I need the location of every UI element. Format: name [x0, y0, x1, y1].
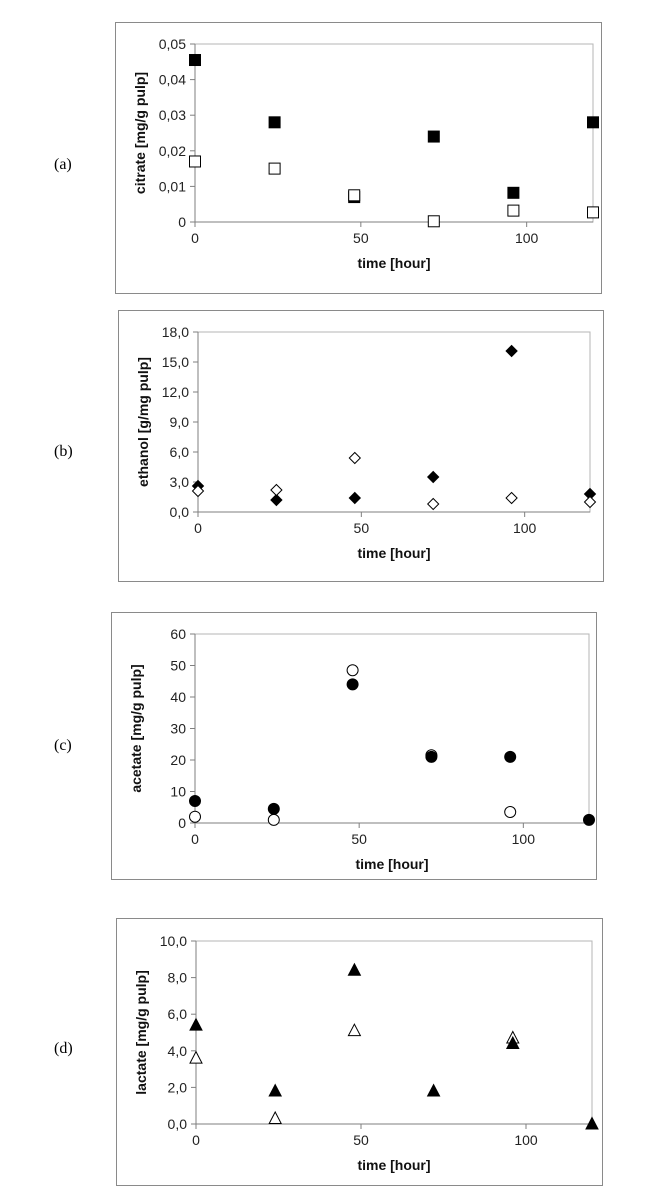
y-tick-label: 0,0 — [168, 1116, 188, 1132]
x-tick-label: 100 — [515, 230, 539, 246]
ethanol-point-s0-2 — [348, 491, 362, 505]
y-tick-label: 10 — [170, 784, 186, 800]
chart-ethanol: 0,0 3,0 6,0 9,0 12,0 15,0 18,0 0 50 100 time [hour… — [118, 310, 604, 582]
x-tick-label: 50 — [353, 1132, 369, 1148]
y-tick-label: 0,02 — [159, 143, 186, 159]
lactate-point-s0-2 — [347, 1023, 362, 1037]
acetate-point-s0-2 — [346, 664, 359, 677]
y-axis-title: citrate [mg/g pulp] — [132, 72, 148, 194]
y-tick-label: 8,0 — [168, 970, 188, 986]
x-axis-title: time [hour] — [357, 545, 430, 561]
y-tick-label: 6,0 — [170, 444, 190, 460]
ethanol-point-s1-3 — [426, 497, 440, 511]
ethanol-point-s0-4 — [505, 344, 518, 358]
y-tick-label: 0,03 — [159, 107, 186, 123]
chart-frame — [111, 612, 597, 880]
lactate-point-s1-3 — [426, 1083, 441, 1097]
y-tick-label: 10,0 — [160, 933, 187, 949]
x-tick-label: 50 — [354, 520, 370, 536]
y-tick-label: 15,0 — [162, 354, 189, 370]
panel-label-c: (c) — [54, 737, 72, 754]
lactate-point-s0-0 — [189, 1050, 203, 1064]
lactate-point-s1-5 — [585, 1116, 599, 1130]
citrate-point-s1-2 — [348, 189, 361, 202]
panel-label-b: (b) — [54, 443, 73, 460]
x-tick-label: 50 — [353, 230, 369, 246]
ethanol-point-s1-5 — [583, 495, 597, 509]
citrate-point-s1-0 — [189, 155, 201, 168]
chart-frame — [115, 22, 602, 294]
y-tick-label: 0 — [178, 214, 186, 230]
chart-frame — [118, 310, 604, 582]
citrate-point-s1-3 — [427, 215, 440, 228]
x-axis-title: time [hour] — [357, 255, 430, 271]
chart-citrate: 0 0,01 0,02 0,03 0,04 0,05 0 50 100 time [hour] ci… — [115, 22, 602, 294]
x-tick-label: 0 — [191, 230, 199, 246]
x-tick-label: 0 — [194, 520, 202, 536]
chart-acetate: 0 10 20 30 40 50 60 0 50 100 time [hour] acetate [m… — [111, 612, 597, 880]
chart-frame — [116, 918, 603, 1186]
y-tick-label: 2,0 — [168, 1079, 188, 1095]
ethanol-point-s1-1 — [270, 483, 283, 497]
y-axis-title: lactate [mg/g pulp] — [133, 970, 149, 1094]
y-tick-label: 0 — [178, 815, 186, 831]
x-axis-title: time [hour] — [357, 1157, 430, 1173]
acetate-point-s1-4 — [504, 750, 517, 763]
y-tick-label: 3,0 — [170, 474, 190, 490]
acetate-point-s1-1 — [267, 802, 280, 815]
acetate-point-s1-5 — [583, 813, 595, 826]
y-axis-title: ethanol [g/mg pulp] — [135, 357, 151, 487]
x-tick-label: 50 — [351, 831, 367, 847]
y-tick-label: 9,0 — [170, 414, 190, 430]
y-tick-label: 6,0 — [168, 1006, 188, 1022]
x-tick-label: 100 — [513, 520, 537, 536]
x-axis-title: time [hour] — [355, 856, 428, 872]
x-tick-label: 100 — [514, 1132, 538, 1148]
citrate-point-s0-5 — [587, 116, 599, 129]
ethanol-point-s1-4 — [505, 491, 518, 505]
y-axis-title: acetate [mg/g pulp] — [128, 664, 144, 792]
citrate-point-s0-1 — [268, 116, 281, 129]
acetate-point-s0-0 — [189, 810, 201, 823]
acetate-point-s1-0 — [189, 794, 201, 807]
acetate-point-s0-1 — [267, 813, 280, 826]
citrate-point-s0-0 — [189, 54, 201, 67]
ethanol-point-s0-1 — [270, 493, 283, 507]
y-tick-label: 12,0 — [162, 384, 189, 400]
acetate-point-s1-3 — [425, 750, 438, 763]
y-tick-label: 18,0 — [162, 324, 189, 340]
ethanol-point-s1-0 — [191, 484, 205, 498]
x-tick-label: 100 — [512, 831, 536, 847]
panel-label-a: (a) — [54, 156, 72, 173]
ethanol-point-s0-3 — [426, 470, 440, 484]
y-tick-label: 40 — [170, 689, 186, 705]
ethanol-point-s1-2 — [348, 451, 362, 465]
y-tick-label: 4,0 — [168, 1043, 188, 1059]
y-tick-label: 60 — [170, 626, 186, 642]
citrate-point-s0-4 — [507, 186, 520, 199]
y-tick-label: 50 — [170, 658, 186, 674]
citrate-point-s0-3 — [427, 130, 440, 143]
lactate-point-s0-1 — [268, 1110, 283, 1125]
y-tick-label: 0,05 — [159, 36, 186, 52]
y-tick-label: 0,01 — [159, 178, 186, 194]
citrate-point-s1-5 — [587, 206, 599, 219]
acetate-point-s0-4 — [504, 805, 517, 818]
y-tick-label: 0,0 — [170, 504, 190, 520]
lactate-point-s1-1 — [268, 1083, 283, 1097]
lactate-point-s1-2 — [347, 962, 362, 976]
chart-lactate: 0,0 2,0 4,0 6,0 8,0 10,0 0 50 100 time [hour] lact… — [116, 918, 603, 1186]
citrate-point-s1-4 — [507, 204, 520, 217]
panel-label-d: (d) — [54, 1040, 73, 1057]
x-tick-label: 0 — [191, 831, 199, 847]
y-tick-label: 20 — [170, 752, 186, 768]
y-tick-label: 0,04 — [159, 72, 186, 88]
x-tick-label: 0 — [192, 1132, 200, 1148]
lactate-point-s1-0 — [189, 1017, 203, 1031]
acetate-point-s1-2 — [346, 678, 359, 691]
citrate-point-s1-1 — [268, 162, 281, 175]
y-tick-label: 30 — [170, 721, 186, 737]
lactate-point-s1-4 — [505, 1035, 520, 1049]
